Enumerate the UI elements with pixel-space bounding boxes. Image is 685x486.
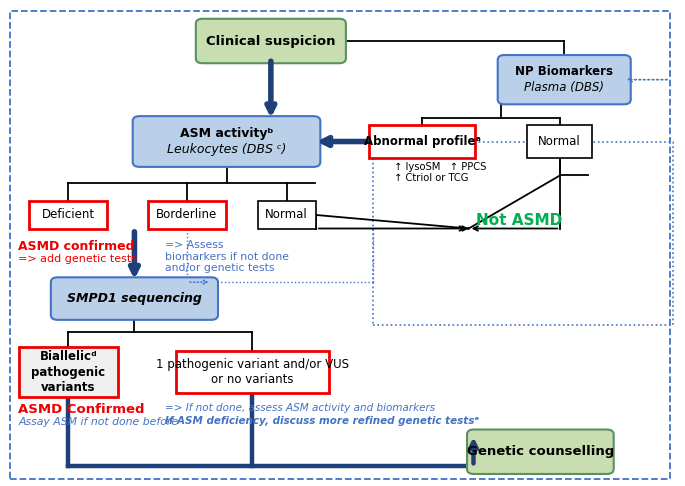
Text: Clinical suspicion: Clinical suspicion: [206, 35, 336, 48]
FancyBboxPatch shape: [133, 116, 321, 167]
Text: Normal: Normal: [538, 135, 581, 148]
Text: or no variants: or no variants: [211, 373, 294, 386]
Text: Biallelicᵈ: Biallelicᵈ: [40, 349, 97, 363]
Text: variants: variants: [41, 382, 95, 394]
FancyBboxPatch shape: [51, 278, 218, 320]
FancyBboxPatch shape: [498, 55, 631, 104]
Text: Abnormal profileᵃ: Abnormal profileᵃ: [364, 135, 481, 148]
Text: => Assess
biomarkers if not done
and/or genetic tests: => Assess biomarkers if not done and/or …: [165, 240, 289, 273]
Text: => If not done, assess ASM activity and biomarkers: => If not done, assess ASM activity and …: [165, 403, 435, 414]
Text: ↑ lysoSM   ↑ PPCS
↑ Ctriol or TCG: ↑ lysoSM ↑ PPCS ↑ Ctriol or TCG: [394, 162, 486, 183]
Text: Assay ASM if not done before: Assay ASM if not done before: [18, 417, 179, 427]
Text: => add genetic tests: => add genetic tests: [18, 254, 138, 263]
Text: SMPD1 sequencing: SMPD1 sequencing: [67, 292, 202, 305]
FancyBboxPatch shape: [467, 430, 614, 474]
Text: Borderline: Borderline: [156, 208, 218, 222]
Text: Leukocytes (DBS ᶜ): Leukocytes (DBS ᶜ): [167, 143, 286, 156]
Text: Genetic counselling: Genetic counselling: [466, 445, 614, 458]
Bar: [369, 125, 475, 158]
Bar: [18, 347, 118, 398]
Text: ASMD Confirmed: ASMD Confirmed: [18, 403, 145, 417]
Text: NP Biomarkers: NP Biomarkers: [515, 65, 613, 78]
Text: Normal: Normal: [265, 208, 308, 222]
Text: Deficient: Deficient: [42, 208, 95, 222]
Text: Plasma (DBS): Plasma (DBS): [524, 81, 604, 94]
Bar: [527, 125, 592, 158]
Bar: [175, 351, 329, 393]
FancyBboxPatch shape: [196, 19, 346, 63]
Bar: [148, 201, 226, 229]
Text: ASM activityᵇ: ASM activityᵇ: [179, 127, 273, 139]
Text: ASMD confirmed: ASMD confirmed: [18, 240, 135, 253]
Text: If ASM deficiency, discuss more refined genetic testsᵉ: If ASM deficiency, discuss more refined …: [165, 416, 480, 426]
Text: 1 pathogenic variant and/or VUS: 1 pathogenic variant and/or VUS: [156, 358, 349, 371]
Text: Not ASMD: Not ASMD: [475, 213, 562, 228]
Bar: [29, 201, 108, 229]
Bar: [373, 141, 673, 325]
Bar: [258, 201, 316, 229]
Text: pathogenic: pathogenic: [32, 365, 105, 379]
